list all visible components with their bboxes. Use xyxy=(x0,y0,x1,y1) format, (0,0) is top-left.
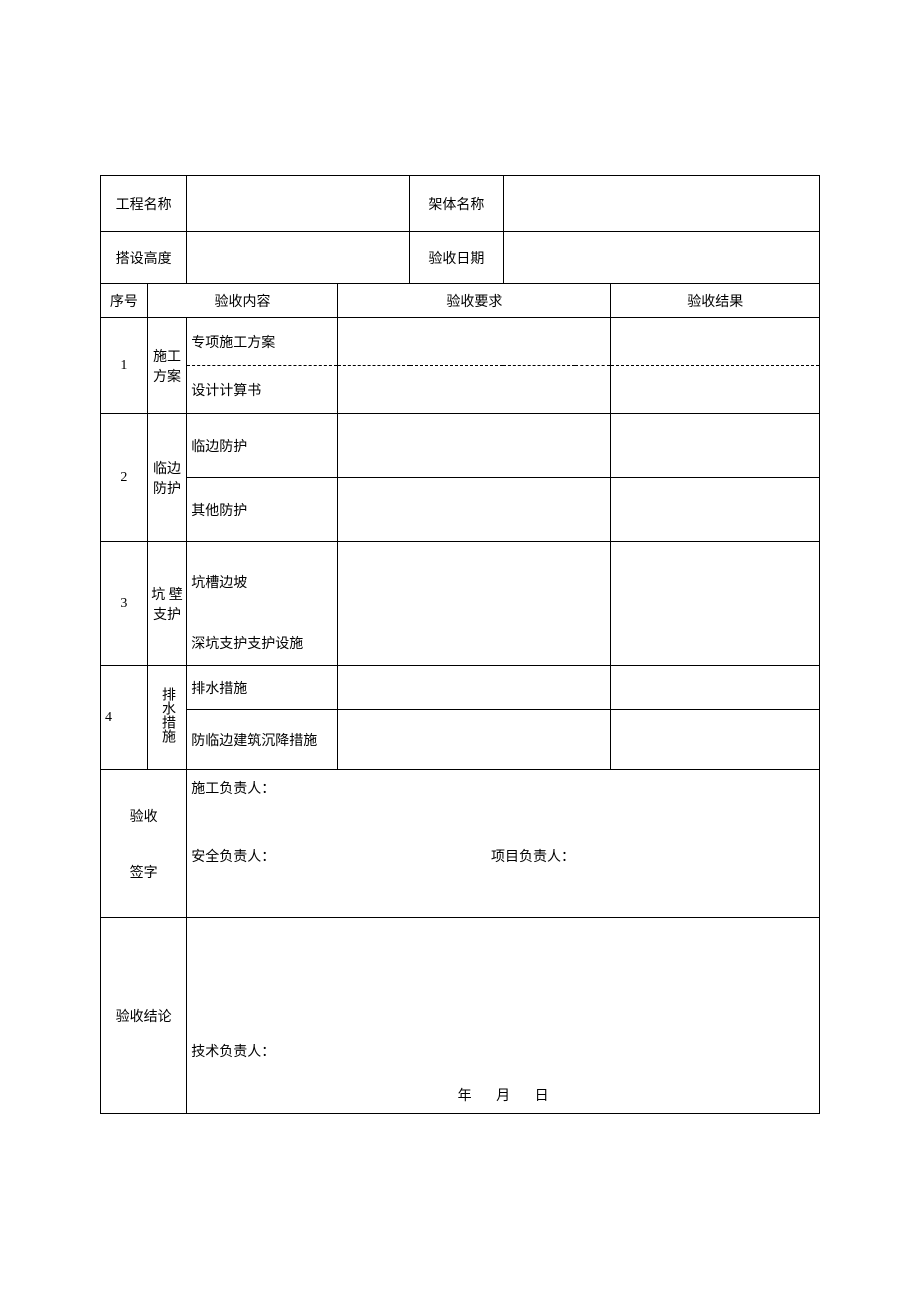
col-result: 验收结果 xyxy=(611,284,820,318)
frame-name-label: 架体名称 xyxy=(410,176,503,232)
row4-res1 xyxy=(611,666,820,710)
row2-group: 临边防护 xyxy=(147,414,187,542)
row2-item1: 临边防护 xyxy=(187,414,338,478)
row1-item2: 设计计算书 xyxy=(187,366,338,414)
safety-lead-label: 安全负责人： xyxy=(191,846,275,866)
row3-req1 xyxy=(338,542,611,622)
row2-seq: 2 xyxy=(101,414,148,542)
erection-height-value xyxy=(187,232,410,284)
tech-lead-label: 技术负责人： xyxy=(191,1041,815,1061)
acceptance-date-label: 验收日期 xyxy=(410,232,503,284)
row3-res2 xyxy=(611,622,820,666)
row1-res1 xyxy=(611,318,820,366)
inspection-table: 工程名称 架体名称 搭设高度 验收日期 序号 验收内容 验收要求 验收结果 1 … xyxy=(100,175,820,1114)
row3-res1 xyxy=(611,542,820,622)
col-requirement: 验收要求 xyxy=(338,284,611,318)
col-seq: 序号 xyxy=(101,284,148,318)
row3-item1: 坑槽边坡 xyxy=(187,542,338,622)
acceptance-date-value xyxy=(503,232,819,284)
row4-req2 xyxy=(338,710,611,770)
row1-group: 施工方案 xyxy=(147,318,187,414)
frame-name-value xyxy=(503,176,819,232)
conclusion-cell: 技术负责人： 年 月 日 xyxy=(187,918,820,1114)
row4-group: 排水措施 xyxy=(147,666,187,770)
construction-lead-label: 施工负责人： xyxy=(191,778,815,798)
row1-req1 xyxy=(338,318,611,366)
project-name-label: 工程名称 xyxy=(101,176,187,232)
col-content: 验收内容 xyxy=(147,284,338,318)
row2-item2: 其他防护 xyxy=(187,478,338,542)
accept-label: 验收 xyxy=(103,806,184,826)
row2-req1 xyxy=(338,414,611,478)
project-lead-label: 项目负责人： xyxy=(491,846,575,866)
row4-item2: 防临边建筑沉降措施 xyxy=(187,710,338,770)
signature-label-cell: 验收 签字 xyxy=(101,770,187,918)
row2-res1 xyxy=(611,414,820,478)
row1-item1: 专项施工方案 xyxy=(187,318,338,366)
row2-req2 xyxy=(338,478,611,542)
row4-res2 xyxy=(611,710,820,770)
conclusion-label: 验收结论 xyxy=(101,918,187,1114)
erection-height-label: 搭设高度 xyxy=(101,232,187,284)
row1-seq: 1 xyxy=(101,318,148,414)
row4-item1: 排水措施 xyxy=(187,666,338,710)
row3-group: 坑 壁支护 xyxy=(147,542,187,666)
row3-seq: 3 xyxy=(101,542,148,666)
row3-item2: 深坑支护支护设施 xyxy=(187,622,338,666)
signature-cell: 施工负责人： 安全负责人： 项目负责人： xyxy=(187,770,820,918)
row4-req1 xyxy=(338,666,611,710)
date-line: 年 月 日 xyxy=(191,1085,815,1105)
row3-req2 xyxy=(338,622,611,666)
sign-label: 签字 xyxy=(103,862,184,882)
row1-res2 xyxy=(611,366,820,414)
row4-seq: 4 xyxy=(101,666,148,770)
row1-req2 xyxy=(338,366,611,414)
project-name-value xyxy=(187,176,410,232)
row2-res2 xyxy=(611,478,820,542)
